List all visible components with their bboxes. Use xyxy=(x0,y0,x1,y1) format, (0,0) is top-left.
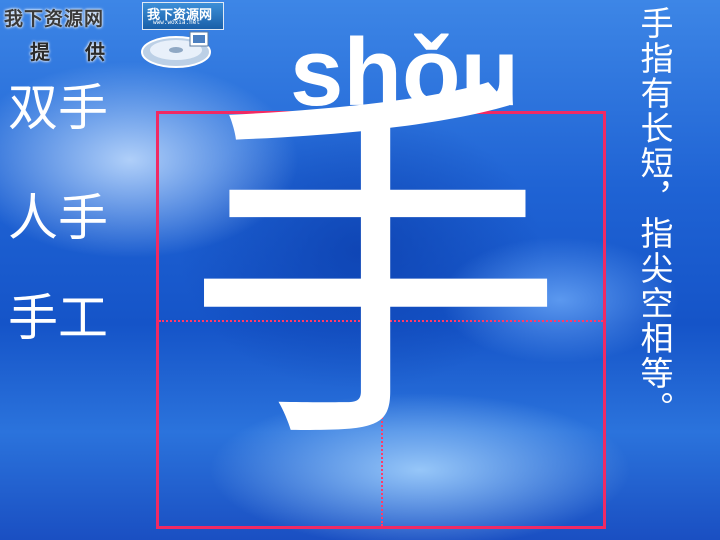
word-ren-shou: 人手 xyxy=(8,189,108,247)
character-writing-grid xyxy=(156,111,606,529)
word-shou-gong: 手工 xyxy=(8,289,108,347)
main-character: 手 xyxy=(185,48,565,491)
pinyin-label: shǒu xyxy=(290,19,520,126)
site-logo: 我下资源网 提 供 我下资源网 www.woxia.net xyxy=(0,0,230,72)
logo-title: 我下资源网 xyxy=(4,8,105,30)
logo-badge: 我下资源网 www.woxia.net xyxy=(142,2,224,30)
logo-badge-url: www.woxia.net xyxy=(153,19,200,26)
character-rhyme: 手指有长短，指尖空相等。 xyxy=(635,6,674,426)
logo-badge-title: 我下资源网 xyxy=(147,8,213,23)
logo-subtitle: 提 供 xyxy=(30,40,119,64)
grid-horizontal-guide xyxy=(159,320,603,322)
disk-icon xyxy=(141,31,211,68)
word-shuang-shou: 双手 xyxy=(8,79,108,137)
